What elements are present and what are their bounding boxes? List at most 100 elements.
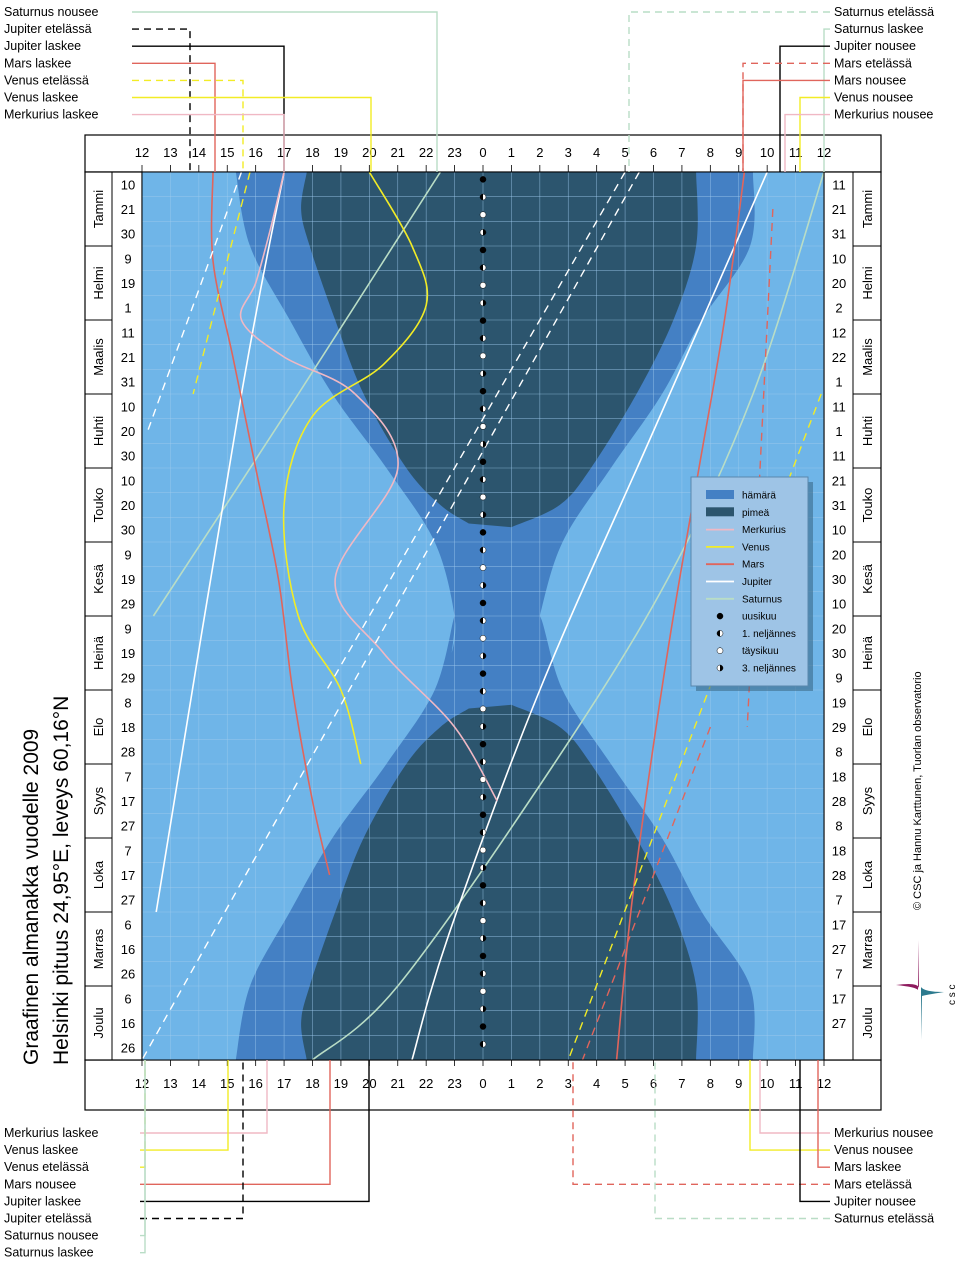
moon-marker <box>479 776 487 783</box>
hour-tick-label: 5 <box>621 1076 628 1091</box>
day-label: 30 <box>832 646 846 661</box>
month-label: Marras <box>91 928 106 969</box>
hour-tick-label: 23 <box>447 145 461 160</box>
night-region-top <box>301 172 698 528</box>
callout-leader <box>628 11 830 172</box>
right-month-labels: Tammi Helmi Maalis Huhti Touko Kesä Heinä Elo Sy… <box>832 171 881 1060</box>
moon-marker <box>479 846 487 854</box>
moon-marker <box>479 705 487 713</box>
legend-moon <box>716 647 724 654</box>
hour-tick-label: 1 <box>508 1076 515 1091</box>
moon-disc <box>479 776 487 783</box>
day-label: 18 <box>121 720 135 735</box>
moon-marker <box>479 282 487 289</box>
moon-marker <box>479 882 487 889</box>
hour-tick-label: 9 <box>735 1076 742 1091</box>
hour-tick-label: 5 <box>621 145 628 160</box>
day-label: 27 <box>121 819 135 834</box>
day-label: 10 <box>832 597 846 612</box>
hour-tick-label: 7 <box>678 145 685 160</box>
moon-disc <box>479 740 487 748</box>
moon-disc <box>479 176 487 183</box>
moon-shade <box>483 723 486 730</box>
mars-set-line <box>210 172 331 876</box>
day-label: 12 <box>832 325 846 340</box>
day-label: 27 <box>832 1016 846 1031</box>
moon-marker <box>479 599 487 607</box>
moon-marker <box>479 299 487 307</box>
moon-shade <box>480 335 483 342</box>
moon-marker <box>479 387 487 395</box>
moon-disc <box>479 705 487 713</box>
day-label: 27 <box>832 942 846 957</box>
moon-shade <box>483 441 486 448</box>
moon-marker <box>479 1005 487 1013</box>
callout-label: Jupiter etelässä <box>4 22 92 36</box>
day-label: 1 <box>835 375 842 390</box>
callout-label: Venus laskee <box>4 1143 78 1157</box>
callout-label: Jupiter nousee <box>834 1194 916 1208</box>
hour-tick-label: 21 <box>391 145 405 160</box>
moon-marker <box>479 970 487 977</box>
hour-tick-label: 8 <box>707 1076 714 1091</box>
legend-moon <box>716 612 724 620</box>
hour-tick-label: 23 <box>447 1076 461 1091</box>
moon-shade <box>480 688 483 695</box>
moon-marker <box>479 952 487 960</box>
bottom-hour-band <box>84 1059 882 1111</box>
month-label: Marras <box>860 928 875 969</box>
day-label: 1 <box>124 301 131 316</box>
hour-tick-label: 15 <box>220 1076 234 1091</box>
month-label: Loka <box>91 860 106 889</box>
callouts: Saturnus nousee Jupiter etelässä Jupiter l… <box>4 5 934 1260</box>
day-label: 30 <box>121 449 135 464</box>
moon-shade <box>483 794 486 801</box>
day-label: 30 <box>121 523 135 538</box>
day-label: 9 <box>124 621 131 636</box>
moon-marker <box>479 687 487 695</box>
hour-tick-label: 10 <box>760 1076 774 1091</box>
day-label: 20 <box>832 276 846 291</box>
legend-label: Venus <box>742 542 770 553</box>
callout-label: Saturnus nousee <box>4 1229 99 1243</box>
day-label: 17 <box>121 868 135 883</box>
hour-tick-label: 20 <box>362 145 376 160</box>
hour-tick-label: 12 <box>135 1076 149 1091</box>
moon-marker <box>479 1040 487 1048</box>
legend-label: 3. neljännes <box>742 664 796 675</box>
hour-tick-label: 13 <box>163 145 177 160</box>
day-label: 20 <box>121 498 135 513</box>
moon-marker <box>479 1023 487 1030</box>
moon-disc <box>479 1023 487 1030</box>
hour-tick-label: 1 <box>508 145 515 160</box>
moon-marker <box>479 423 487 430</box>
day-label: 10 <box>121 399 135 414</box>
moon-marker <box>479 493 487 501</box>
moon-disc <box>479 387 487 395</box>
moon-shade <box>483 935 486 942</box>
moon-shade <box>480 405 483 412</box>
legend-moon-shade <box>720 665 723 671</box>
moon-disc <box>479 670 487 677</box>
hour-tick-label: 16 <box>248 145 262 160</box>
callout-leader <box>132 62 216 172</box>
moon-disc <box>479 882 487 889</box>
moon-marker <box>479 193 487 201</box>
callout-leader <box>823 28 830 172</box>
moon-disc <box>479 599 487 607</box>
moon-marker <box>479 740 487 748</box>
hour-tick-label: 3 <box>565 1076 572 1091</box>
hour-tick-label: 16 <box>248 1076 262 1091</box>
moon-disc <box>479 317 487 324</box>
callout-leader <box>132 113 285 172</box>
day-label: 21 <box>832 202 846 217</box>
moon-marker <box>479 211 487 218</box>
month-label: Kesä <box>91 563 106 593</box>
moon-marker <box>479 246 487 254</box>
hour-tick-label: 21 <box>391 1076 405 1091</box>
callout-label: Merkurius laskee <box>4 108 99 122</box>
day-label: 29 <box>121 671 135 686</box>
hour-tick-label: 12 <box>135 145 149 160</box>
moon-disc <box>479 564 487 571</box>
callout-label: Mars nousee <box>834 73 906 87</box>
